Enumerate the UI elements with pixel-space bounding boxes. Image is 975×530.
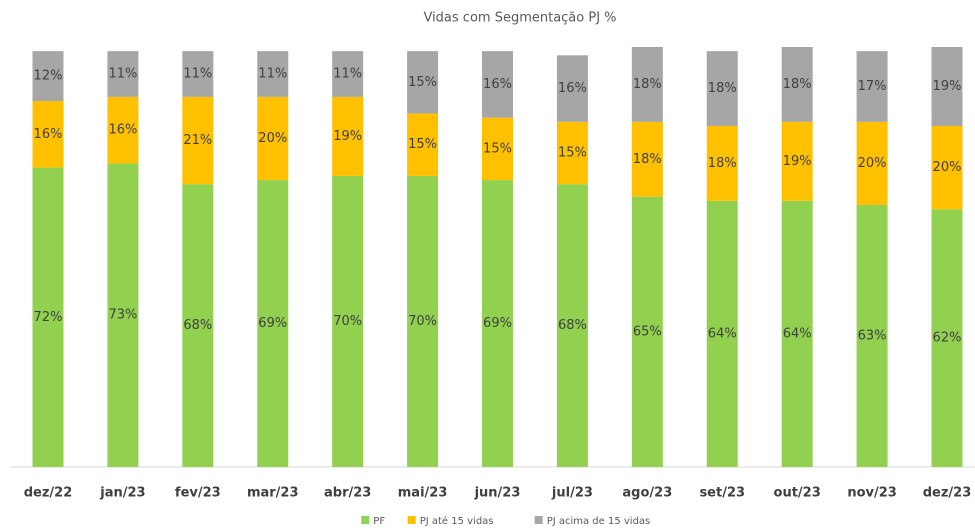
data-label: 18% — [708, 81, 737, 96]
data-label: 72% — [34, 310, 63, 325]
data-label: 19% — [783, 154, 812, 169]
x-tick-label: set/23 — [699, 486, 745, 501]
bar-segment — [407, 175, 439, 467]
bar-segment — [706, 200, 738, 467]
bar-segment — [856, 121, 888, 206]
data-label: 20% — [858, 156, 887, 171]
data-label: 19% — [333, 129, 362, 144]
bar-segment — [32, 101, 64, 168]
bar-segment — [407, 51, 439, 114]
data-label: 15% — [408, 75, 437, 90]
x-tick-label: mar/23 — [247, 486, 299, 501]
x-tick-label: ago/23 — [622, 486, 672, 501]
data-label: 11% — [183, 67, 212, 82]
bar-segment — [107, 163, 139, 467]
bar-segment — [631, 121, 663, 197]
x-tick-label: dez/22 — [24, 486, 73, 501]
bar-segment — [931, 209, 963, 467]
data-label: 65% — [633, 324, 662, 339]
bar-segment — [706, 126, 738, 201]
data-label: 73% — [108, 308, 137, 323]
x-tick-label: fev/23 — [175, 486, 221, 501]
bar-segment — [482, 180, 513, 467]
bar-segment — [931, 47, 963, 127]
data-label: 18% — [783, 77, 812, 92]
bar-segment — [931, 126, 963, 210]
data-label: 17% — [858, 79, 887, 94]
bar-segment — [257, 51, 289, 97]
chart-title: Vidas com Segmentação PJ % — [423, 11, 616, 26]
data-label: 20% — [258, 131, 287, 146]
data-label: 18% — [708, 156, 737, 171]
bar-segment — [706, 51, 738, 127]
data-label: 64% — [708, 326, 737, 341]
bar-segment — [107, 96, 139, 164]
data-label: 11% — [333, 67, 362, 82]
bar-segment — [182, 96, 214, 185]
data-label: 16% — [483, 77, 512, 92]
data-label: 70% — [333, 314, 362, 329]
data-label: 69% — [483, 316, 512, 331]
bar-segment — [32, 51, 64, 102]
bar-segment — [556, 55, 588, 122]
x-tick-label: jul/23 — [551, 486, 593, 501]
data-label: 15% — [558, 146, 587, 161]
data-label: 16% — [108, 123, 137, 138]
legend-swatch — [361, 516, 370, 524]
bar-segment — [556, 184, 588, 467]
legend-label: PJ acima de 15 vidas — [547, 516, 651, 527]
data-label: 69% — [258, 316, 287, 331]
data-label: 15% — [483, 141, 512, 156]
data-label: 20% — [933, 160, 962, 175]
bar-segment — [482, 117, 513, 181]
data-label: 68% — [558, 318, 587, 333]
data-label: 12% — [34, 69, 63, 84]
bar-segment — [556, 121, 588, 185]
data-label: 70% — [408, 314, 437, 329]
data-label: 21% — [183, 133, 212, 148]
x-tick-label: jan/23 — [99, 486, 145, 501]
legend-label: PJ até 15 vidas — [420, 515, 494, 527]
x-tick-label: jun/23 — [474, 486, 521, 501]
bar-segment — [781, 200, 813, 467]
bar-segment — [332, 51, 364, 97]
x-tick-label: out/23 — [774, 486, 821, 501]
x-tick-label: dez/23 — [923, 486, 972, 501]
bar-segment — [257, 96, 289, 181]
bar-segment — [257, 180, 289, 467]
bar-segment — [856, 205, 888, 467]
data-label: 64% — [783, 326, 812, 341]
bar-segment — [781, 121, 813, 201]
data-label: 15% — [408, 137, 437, 152]
bar-segment — [631, 47, 663, 122]
legend-swatch — [407, 516, 416, 524]
bar-segment — [182, 184, 214, 467]
x-tick-label: mai/23 — [398, 486, 448, 501]
data-label: 18% — [633, 77, 662, 92]
data-label: 63% — [858, 329, 887, 344]
data-label: 11% — [258, 67, 287, 82]
data-label: 68% — [183, 318, 212, 333]
bar-segment — [407, 113, 439, 176]
bar-segment — [182, 51, 214, 97]
x-tick-label: abr/23 — [324, 486, 371, 501]
bar-segment — [482, 51, 513, 118]
bar-segment — [631, 196, 663, 467]
data-label: 11% — [108, 67, 137, 82]
bar-segment — [781, 47, 813, 122]
data-label: 19% — [933, 79, 962, 94]
bar-segment — [332, 96, 364, 176]
legend-swatch — [534, 516, 543, 524]
bar-segment — [856, 51, 888, 122]
bar-segment — [332, 175, 364, 467]
x-tick-label: nov/23 — [847, 486, 897, 501]
legend-label: PF — [373, 516, 385, 527]
data-label: 18% — [633, 152, 662, 167]
bar-segment — [32, 167, 64, 467]
data-label: 16% — [34, 127, 63, 142]
data-label: 62% — [933, 331, 962, 346]
data-label: 16% — [558, 81, 587, 96]
bar-segment — [107, 51, 139, 97]
